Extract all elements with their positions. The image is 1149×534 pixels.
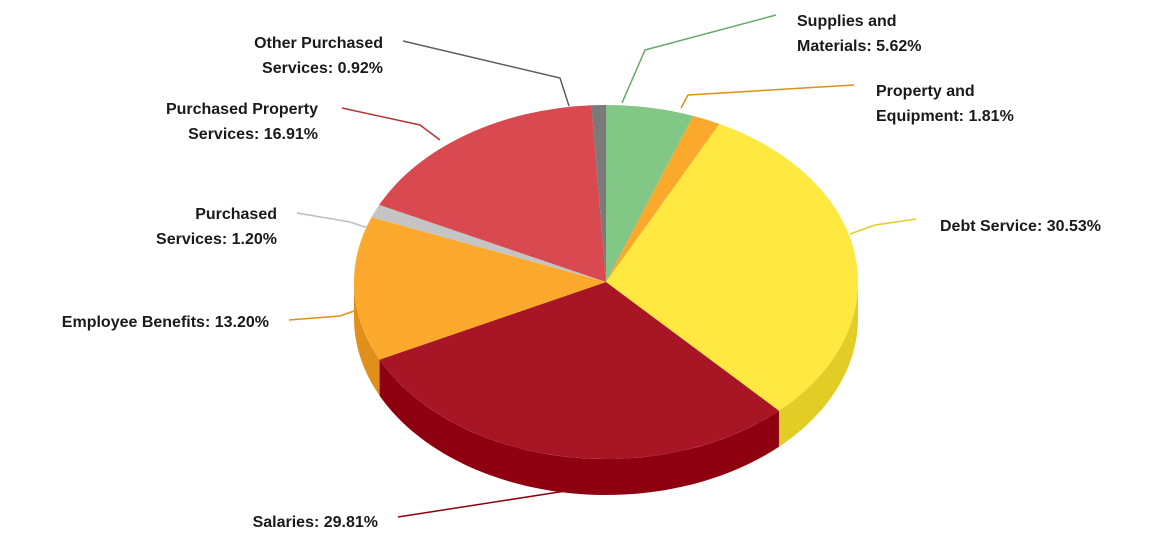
slice-purchased-property-services[interactable] (379, 105, 606, 282)
slice-label-line: Purchased Property (166, 101, 318, 118)
slice-label-debt-service: Debt Service: 30.53% (940, 218, 1101, 235)
leader-lines (288, 14, 917, 518)
leader-line-property-and-equipment (680, 84, 855, 109)
slice-purchased-services[interactable] (371, 204, 606, 282)
leader-line-purchased-property-services (341, 107, 441, 141)
slice-label-property-and-equipment: Property and Equipment: 1.81% (876, 83, 1014, 125)
slice-debt-service[interactable] (606, 123, 859, 411)
pie-depth-layer (354, 282, 858, 495)
slice-side-salaries (379, 359, 779, 495)
slice-side-employee-benefits (354, 282, 380, 396)
slice-supplies-and-materials[interactable] (606, 105, 694, 282)
slice-label-salaries: Salaries: 29.81% (253, 514, 378, 531)
slice-label-line: Services: 16.91% (188, 126, 318, 143)
leader-line-supplies-and-materials (621, 14, 777, 104)
leader-line-purchased-services (296, 212, 369, 229)
slice-property-and-equipment[interactable] (606, 115, 720, 282)
slice-labels: Supplies and Materials: 5.62% Property and… (62, 13, 1101, 531)
slice-label-line: Property and (876, 83, 975, 100)
leader-line-employee-benefits (288, 309, 358, 321)
slice-employee-benefits[interactable] (353, 217, 606, 360)
pie-top-layer (353, 105, 859, 459)
slice-label-line: Employee Benefits: 13.20% (62, 314, 269, 331)
slice-label-line: Debt Service: 30.53% (940, 218, 1101, 235)
leader-line-debt-service (849, 218, 917, 235)
slice-label-line: Other Purchased (254, 35, 383, 52)
leader-line-other-purchased-services (402, 40, 570, 107)
slice-label-line: Services: 0.92% (262, 60, 383, 77)
slice-other-purchased-services[interactable] (591, 105, 606, 282)
slice-side-debt-service (778, 282, 858, 447)
slice-label-line: Equipment: 1.81% (876, 108, 1014, 125)
slice-label-line: Salaries: 29.81% (253, 514, 378, 531)
slice-label-line: Purchased (195, 206, 277, 223)
slice-salaries[interactable] (379, 282, 779, 459)
slice-label-line: Services: 1.20% (156, 231, 277, 248)
slice-label-supplies-and-materials: Supplies and Materials: 5.62% (797, 13, 922, 55)
slice-label-other-purchased-services: Other Purchased Services: 0.92% (254, 35, 383, 77)
slice-label-purchased-property-services: Purchased Property Services: 16.91% (166, 101, 318, 143)
slice-label-line: Supplies and (797, 13, 897, 30)
slice-label-line: Materials: 5.62% (797, 38, 922, 55)
leader-line-salaries (397, 460, 594, 518)
slice-label-purchased-services: Purchased Services: 1.20% (156, 206, 277, 248)
slice-label-employee-benefits: Employee Benefits: 13.20% (62, 314, 269, 331)
